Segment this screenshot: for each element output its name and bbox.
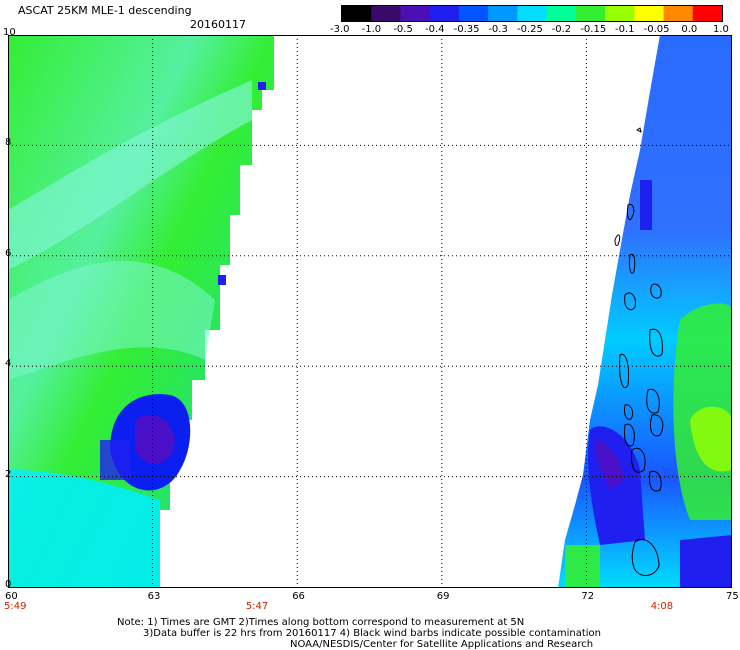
color-bar-cell xyxy=(342,6,372,21)
color-bar-cell xyxy=(488,6,518,21)
lon-tick-label: 69 xyxy=(436,591,450,602)
note-line-1: Note: 1) Times are GMT 2)Times along bot… xyxy=(117,617,525,628)
grid-lines xyxy=(8,35,731,587)
map-date: 20160117 xyxy=(190,18,246,31)
color-bar-cell xyxy=(692,6,723,21)
lon-tick-label: 63 xyxy=(147,591,161,602)
color-bar-cell xyxy=(371,6,401,21)
map-title: ASCAT 25KM MLE-1 descending xyxy=(18,4,192,17)
coastlines xyxy=(614,127,664,576)
lon-tick-label: 60 xyxy=(5,591,18,602)
time-label: 4:08 xyxy=(650,601,674,612)
lat-tick-label: 6 xyxy=(5,247,12,259)
lon-tick-label: 66 xyxy=(292,591,305,602)
note-line-3: NOAA/NESDIS/Center for Satellite Applica… xyxy=(290,639,594,650)
color-bar-cell xyxy=(458,6,489,21)
color-bar-label: 0.0 xyxy=(681,24,698,35)
east-swath xyxy=(558,35,732,588)
color-bar-label: -0.05 xyxy=(643,24,670,35)
color-bar-label: -0.35 xyxy=(453,24,480,35)
color-bar-cell xyxy=(546,6,577,21)
color-bar-cell xyxy=(517,6,548,21)
plot-frame xyxy=(8,35,732,588)
color-bar-label: -0.2 xyxy=(551,24,572,35)
color-bar-cell xyxy=(575,6,606,21)
color-bar-label: 1.0 xyxy=(713,24,729,35)
lon-tick-label: 75 xyxy=(726,591,739,602)
lat-tick-label: 2 xyxy=(5,468,12,480)
color-bar-label: -0.15 xyxy=(580,24,607,35)
note-line-2: 3)Data buffer is 22 hrs from 20160117 4)… xyxy=(143,628,601,639)
color-bar-label: -0.5 xyxy=(393,24,413,35)
time-label: 5:47 xyxy=(245,601,269,612)
color-bar-cell xyxy=(605,6,635,21)
lat-tick-label: 4 xyxy=(5,358,12,370)
color-bar-cell xyxy=(634,6,665,21)
lat-tick-label: 10 xyxy=(3,27,16,38)
color-bar-label: -1.0 xyxy=(361,24,382,35)
lat-tick-label: 8 xyxy=(5,137,12,149)
west-swath xyxy=(8,35,274,588)
color-bar-label: -0.4 xyxy=(425,24,445,35)
color-bar-label: -0.3 xyxy=(488,24,508,35)
color-bar-cell xyxy=(400,6,431,21)
color-bar-label: -3.0 xyxy=(330,24,350,35)
lon-tick-label: 72 xyxy=(581,591,595,602)
time-label: 5:49 xyxy=(4,601,27,612)
color-bar-label: -0.25 xyxy=(517,24,543,35)
color-bar-cell xyxy=(663,6,694,21)
lat-tick-label: 0 xyxy=(5,579,12,590)
color-bar xyxy=(341,5,723,22)
color-bar-label: -0.1 xyxy=(615,24,635,35)
color-bar-cell xyxy=(429,6,460,21)
